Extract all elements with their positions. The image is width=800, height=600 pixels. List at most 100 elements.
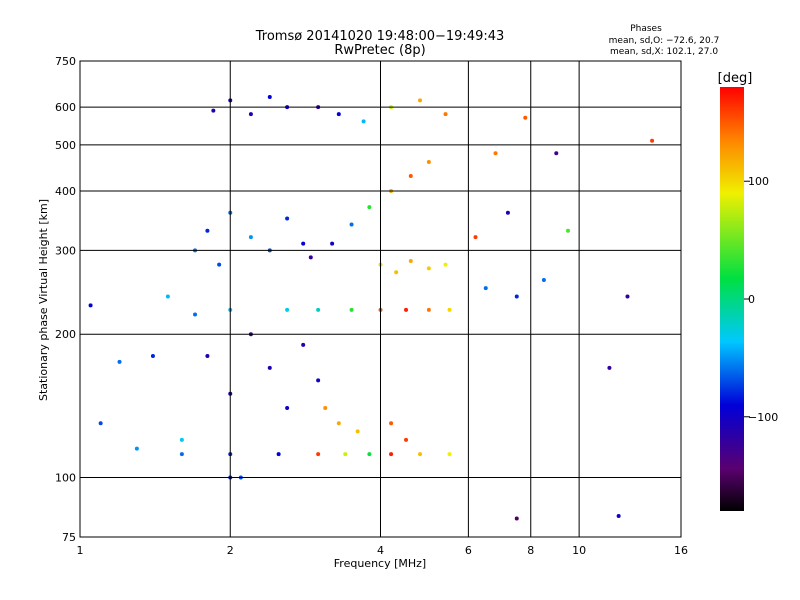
- data-point: [285, 405, 290, 410]
- data-point: [323, 405, 328, 410]
- data-point: [394, 270, 399, 275]
- plot-frame: [79, 60, 682, 538]
- stats-heading: Phases: [630, 24, 662, 34]
- data-point: [404, 307, 409, 312]
- y-tick-label: 500: [55, 139, 76, 152]
- data-points: [88, 95, 655, 521]
- data-point: [389, 421, 394, 426]
- data-point: [483, 286, 488, 291]
- data-point: [349, 222, 354, 227]
- y-tick-label: 600: [55, 101, 76, 114]
- data-point: [301, 342, 306, 347]
- data-point: [301, 241, 306, 246]
- data-point: [343, 452, 348, 457]
- data-point: [150, 354, 155, 359]
- data-point: [493, 151, 498, 156]
- y-tick-label: 200: [55, 328, 76, 341]
- data-point: [248, 112, 253, 117]
- data-point: [179, 437, 184, 442]
- data-point: [98, 421, 103, 426]
- data-point: [217, 262, 222, 267]
- y-tick-label: 300: [55, 244, 76, 257]
- data-point: [267, 95, 272, 100]
- data-point: [473, 235, 478, 240]
- data-point: [616, 514, 621, 519]
- data-point: [566, 228, 571, 233]
- data-point: [355, 429, 360, 434]
- x-tick-label: 1: [77, 544, 84, 557]
- y-tick-label: 75: [62, 531, 76, 544]
- data-point: [408, 259, 413, 264]
- data-point: [165, 294, 170, 299]
- x-axis-ticks: 1 2 4 6 8 10 16: [77, 544, 689, 557]
- x-tick-label: 4: [377, 544, 384, 557]
- x-axis-label: Frequency [MHz]: [334, 557, 426, 570]
- x-tick-label: 6: [465, 544, 472, 557]
- x-tick-label: 2: [227, 544, 234, 557]
- y-tick-label: 400: [55, 185, 76, 198]
- data-point: [267, 365, 272, 370]
- data-point: [349, 307, 354, 312]
- colorbar-tick-label: 0: [748, 293, 755, 306]
- colorbar-tick-label: 100: [748, 175, 769, 188]
- data-point: [447, 307, 452, 312]
- data-point: [367, 452, 372, 457]
- chart-subtitle: RwPretec (8p): [334, 43, 425, 58]
- y-axis-ticks: 75 100 200 300 400 500 600 750: [55, 55, 76, 544]
- chart-title: Tromsø 20141020 19:48:00−19:49:43: [255, 29, 505, 44]
- colorbar-label: [deg]: [718, 71, 753, 86]
- data-point: [443, 112, 448, 117]
- colorbar-tick-label: −100: [748, 411, 778, 424]
- colorbar-ticks: 100 0 −100: [744, 175, 778, 424]
- data-point: [514, 294, 519, 299]
- data-point: [248, 235, 253, 240]
- data-point: [336, 112, 341, 117]
- data-point: [523, 115, 528, 120]
- data-point: [316, 378, 321, 383]
- data-point: [211, 108, 216, 113]
- data-point: [316, 452, 321, 457]
- data-point: [447, 452, 452, 457]
- x-tick-label: 16: [674, 544, 688, 557]
- data-point: [607, 365, 612, 370]
- data-point: [389, 452, 394, 457]
- y-tick-label: 750: [55, 55, 76, 68]
- data-point: [426, 266, 431, 271]
- data-point: [205, 354, 210, 359]
- y-axis-label: Stationary phase Virtual Height [km]: [37, 199, 50, 401]
- data-point: [367, 205, 372, 210]
- data-point: [134, 446, 139, 451]
- data-point: [554, 151, 559, 156]
- data-point: [285, 307, 290, 312]
- data-point: [426, 160, 431, 165]
- stats-line-x: mean, sd,X: 102.1, 27.0: [610, 47, 718, 57]
- data-point: [650, 138, 655, 143]
- data-point: [330, 241, 335, 246]
- data-point: [408, 173, 413, 178]
- y-tick-label: 100: [55, 472, 76, 485]
- data-point: [276, 452, 281, 457]
- colorbar: [720, 87, 744, 511]
- data-point: [308, 255, 313, 260]
- data-point: [285, 216, 290, 221]
- data-point: [426, 307, 431, 312]
- data-point: [205, 228, 210, 233]
- data-point: [117, 359, 122, 364]
- data-point: [336, 421, 341, 426]
- x-tick-label: 8: [527, 544, 534, 557]
- x-tick-label: 10: [572, 544, 586, 557]
- grid-lines: [79, 60, 682, 538]
- data-point: [316, 307, 321, 312]
- data-point: [179, 452, 184, 457]
- data-point: [514, 516, 519, 521]
- data-point: [418, 452, 423, 457]
- stats-line-o: mean, sd,O: −72.6, 20.7: [609, 36, 720, 46]
- data-point: [541, 278, 546, 283]
- data-point: [505, 210, 510, 215]
- data-point: [443, 262, 448, 267]
- data-point: [361, 119, 366, 124]
- data-point: [88, 303, 93, 308]
- data-point: [404, 437, 409, 442]
- data-point: [193, 312, 198, 317]
